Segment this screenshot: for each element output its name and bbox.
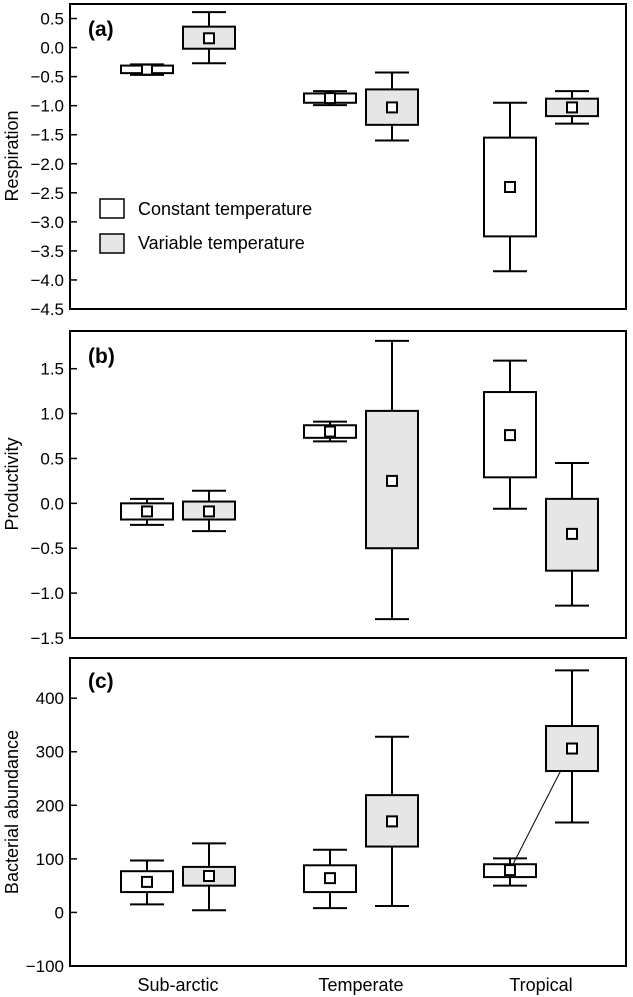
mean-marker [566,527,578,540]
y-tick-label: −2.5 [30,184,64,203]
box-variable-sub-arctic [182,842,236,912]
boxes [120,669,599,912]
y-tick-label: −0.5 [30,539,64,558]
mean-marker [203,870,215,883]
category-label-sub-arctic: Sub-arctic [137,975,218,995]
panel-a-respiration: (a) Respiration 0.5 0.0 −0.5 −1.0 −1.5 −2.0 −2… [2,3,627,319]
box-constant-tropical [483,101,537,273]
y-tick-label: −1.5 [30,126,64,145]
y-tick-label: −1.0 [30,97,64,116]
box-variable-tropical [545,461,599,607]
y-tick-label: 300 [36,743,64,762]
mean-marker [324,872,336,885]
mean-marker [386,474,398,487]
box-constant-temperate [303,90,357,107]
box-constant-tropical [483,857,537,887]
box-variable-sub-arctic [182,489,236,533]
box-variable-sub-arctic [182,11,236,65]
box-variable-temperate [365,735,419,908]
category-label-temperate: Temperate [318,975,403,995]
y-tick-label: −3.0 [30,213,64,232]
boxes [120,11,599,273]
mean-marker [141,875,153,888]
box-constant-temperate [303,848,357,910]
y-tick-label: 0.5 [40,10,64,29]
legend: Constant temperature Variable temperatur… [99,198,312,254]
y-tick-label: 0 [55,903,64,922]
legend-swatch-variable [99,233,125,254]
panel-label: (a) [88,18,114,41]
mean-marker [386,101,398,114]
y-tick-label: −4.0 [30,271,64,290]
y-tick-label: 0.0 [40,494,64,513]
mean-marker [386,815,398,828]
y-axis-label: Productivity [2,437,22,530]
box-variable-tropical [545,669,599,824]
y-tick-label: 0.0 [40,39,64,58]
y-tick-label: −0.5 [30,68,64,87]
y-axis-label: Respiration [2,110,22,201]
y-tick-label: 100 [36,850,64,869]
boxes [120,339,599,621]
mean-marker [566,101,578,114]
panel-frame [69,3,627,310]
y-ticks: 400 300 200 100 0 −100 [26,689,77,976]
y-tick-label: −1.5 [30,629,64,648]
panel-frame [69,330,627,639]
box-variable-temperate [365,339,419,621]
mean-marker [203,505,215,518]
mean-marker [324,425,336,438]
box-variable-temperate [365,71,419,142]
panel-b-productivity: (b) Productivity 1.5 1.0 0.5 0.0 −0.5 −1.0 −1.… [2,330,627,648]
category-label-tropical: Tropical [509,975,572,995]
box-constant-temperate [303,420,357,443]
legend-label-constant: Constant temperature [138,199,312,219]
mean-marker [324,92,336,105]
mean-marker [141,505,153,518]
panel-label: (b) [88,345,115,368]
y-tick-label: −2.0 [30,155,64,174]
box-variable-tropical [545,90,599,125]
box-constant-tropical [483,359,537,510]
y-axis-label: Bacterial abundance [2,730,22,894]
y-tick-label: 1.0 [40,405,64,424]
mean-marker [504,864,516,877]
mean-marker [504,181,516,193]
box-constant-sub-arctic [120,859,174,906]
y-tick-label: −100 [26,957,64,976]
y-tick-label: −1.0 [30,584,64,603]
panel-frame [69,657,627,967]
box-constant-sub-arctic [120,63,174,76]
y-ticks: 1.5 1.0 0.5 0.0 −0.5 −1.0 −1.5 [30,360,77,648]
mean-marker [504,429,516,442]
mean-marker [566,742,578,755]
y-tick-label: −4.5 [30,300,64,319]
legend-label-variable: Variable temperature [138,233,305,253]
mean-marker [141,63,153,76]
y-tick-label: −3.5 [30,242,64,261]
y-ticks: 0.5 0.0 −0.5 −1.0 −1.5 −2.0 −2.5 −3.0 −3.5 −4.0 −4… [30,10,77,319]
y-tick-label: 0.5 [40,449,64,468]
mean-marker [203,32,215,45]
panel-label: (c) [88,670,114,693]
panel-c-bacterial-abundance: (c) Bacterial abundance 400 300 200 100 0 −10… [2,657,627,976]
legend-swatch-constant [99,198,125,219]
y-tick-label: 1.5 [40,360,64,379]
box-constant-sub-arctic [120,497,174,526]
y-tick-label: 400 [36,689,64,708]
y-tick-label: 200 [36,796,64,815]
